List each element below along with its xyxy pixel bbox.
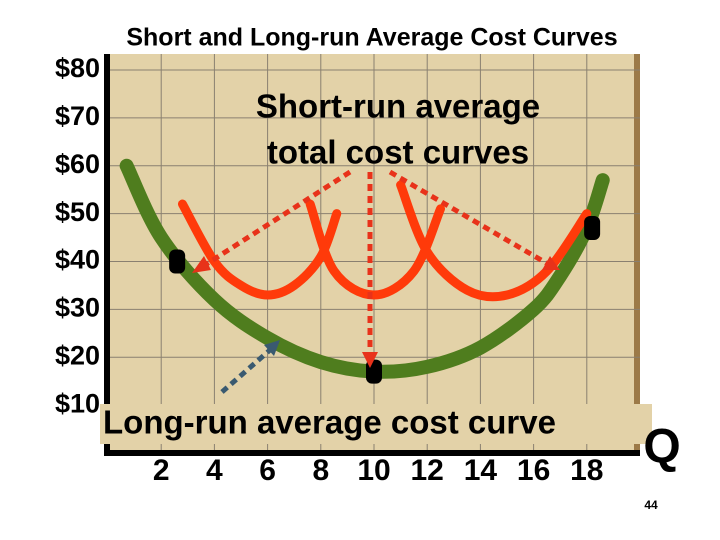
x-tick-label: 16 (517, 454, 550, 487)
x-axis (104, 450, 640, 456)
y-tick-label: $10 (55, 388, 100, 418)
x-tick-label: 18 (570, 454, 603, 487)
y-tick-label: $50 (55, 197, 100, 227)
arrow (220, 348, 272, 394)
arrows (203, 169, 550, 394)
slide-number: 44 (644, 498, 658, 512)
x-tick-label: 10 (357, 454, 390, 487)
arrowhead (264, 340, 280, 356)
y-tick-label: $80 (55, 53, 100, 83)
annotation: Short-run average (256, 88, 540, 125)
point (169, 249, 186, 274)
x-tick-label: 4 (206, 454, 223, 487)
annotation-background (100, 404, 652, 444)
arrowhead (542, 256, 560, 270)
x-tick-label: 14 (464, 454, 498, 487)
x-tick-label: 8 (312, 454, 329, 487)
x-tick-label: 2 (153, 454, 170, 487)
y-tick-label: $30 (55, 293, 100, 323)
arrow (388, 169, 550, 267)
y-axis (104, 48, 110, 456)
arrowhead (362, 352, 378, 368)
y-tick-label: $40 (55, 245, 100, 275)
long-run-curve (119, 158, 610, 379)
y-tick-label: $20 (55, 340, 100, 370)
x-tick-label: 6 (259, 454, 276, 487)
arrowheads (192, 256, 560, 368)
y-tick-label: $60 (55, 149, 100, 179)
title-background (58, 22, 688, 54)
annotation: total cost curves (267, 134, 529, 171)
point (584, 215, 601, 240)
x-axis-label: Q (643, 421, 680, 474)
arrowhead (192, 256, 211, 273)
arrow (203, 169, 352, 268)
y-tick-label: $70 (55, 101, 100, 131)
annotation: Long-run average cost curve (103, 404, 556, 441)
chart-title: Short and Long-run Average Cost Curves (126, 24, 617, 52)
x-tick-label: 12 (411, 454, 444, 487)
